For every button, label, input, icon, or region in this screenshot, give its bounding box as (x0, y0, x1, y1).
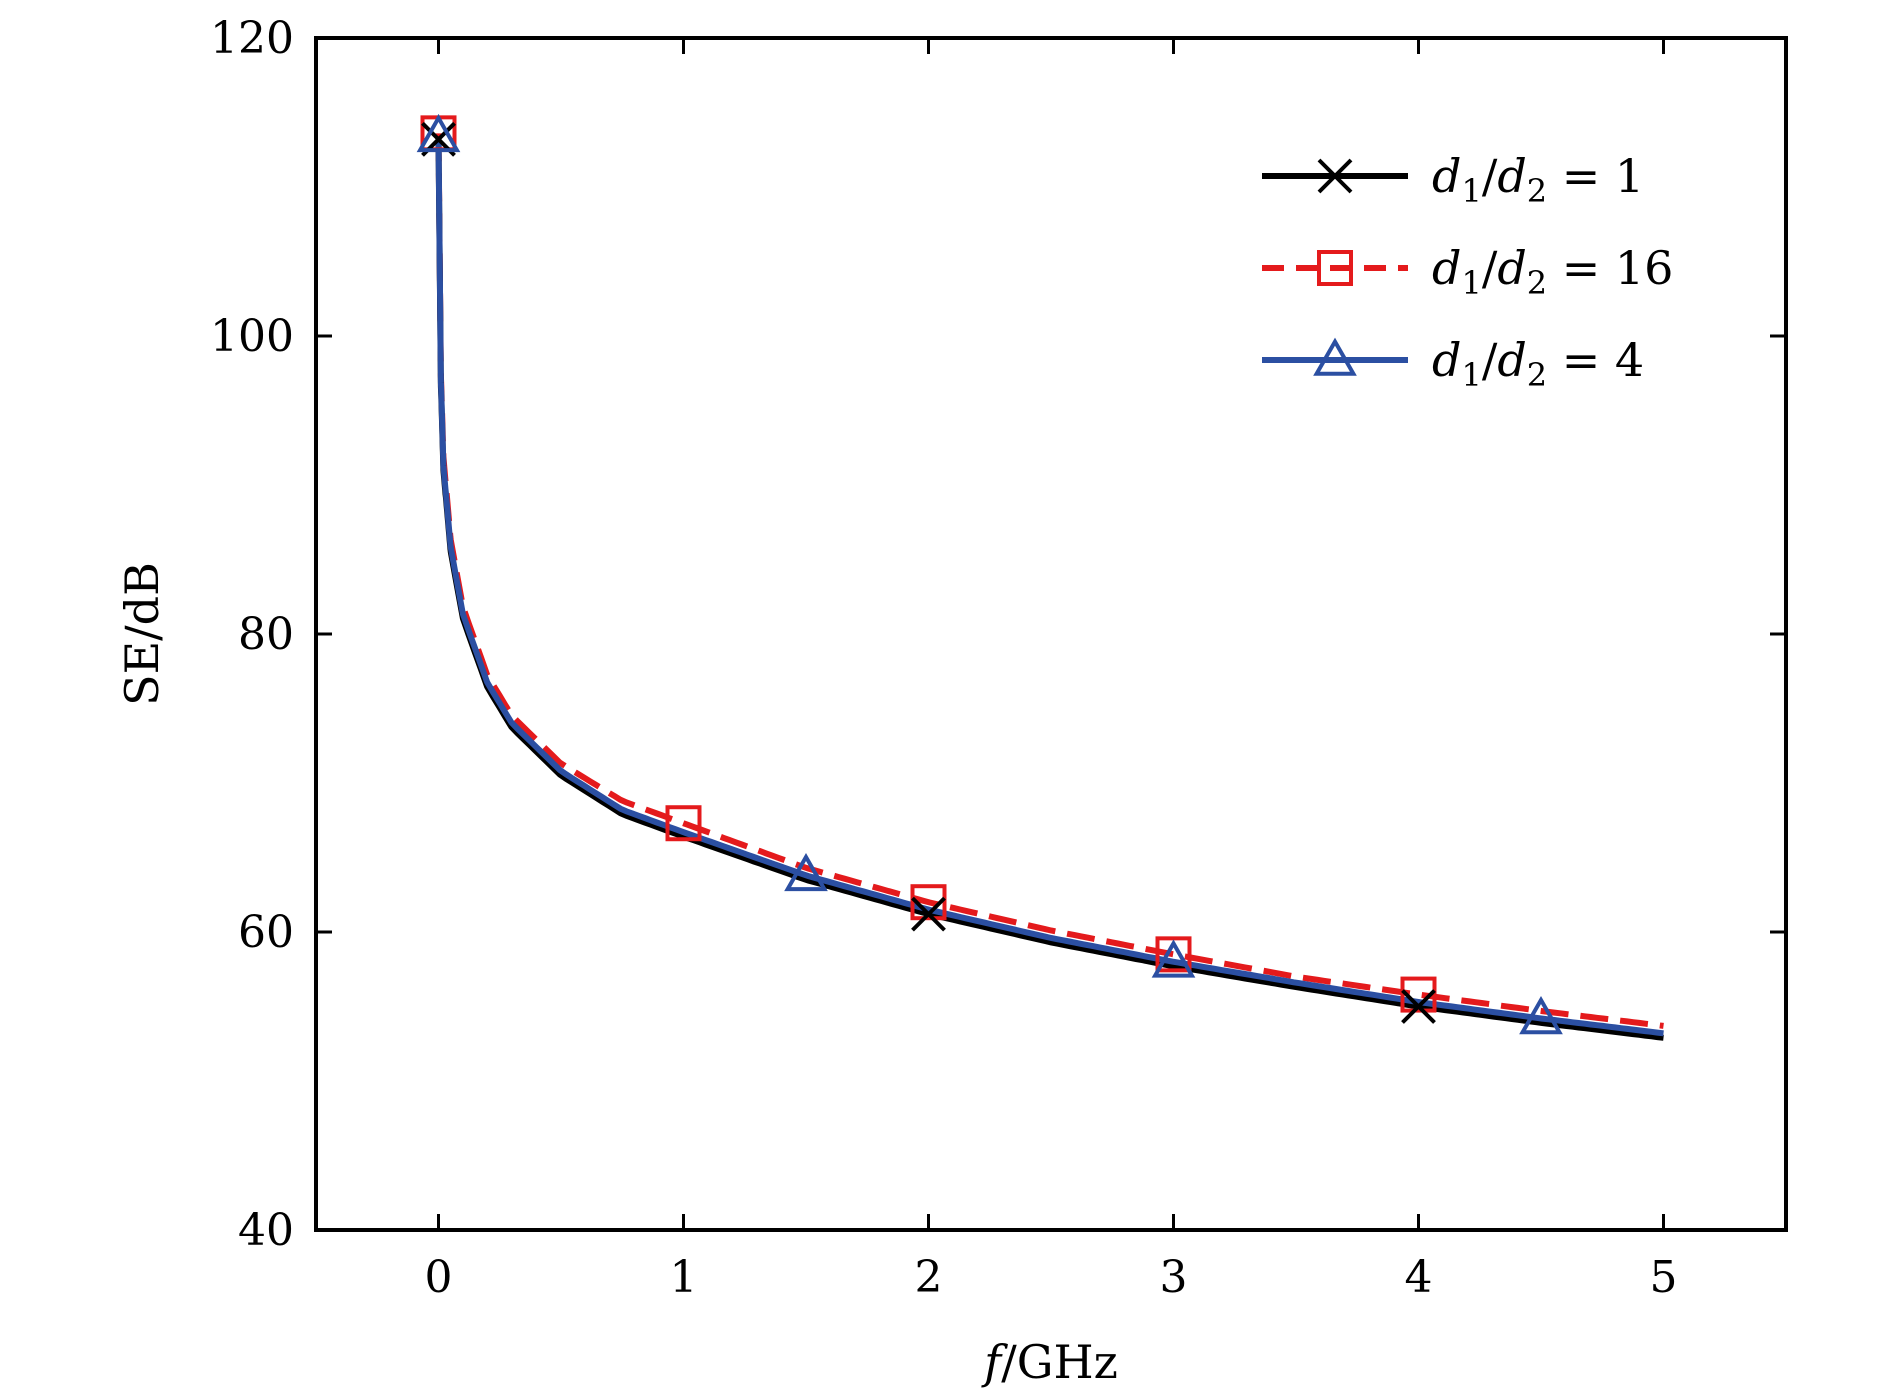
data-point-marker (1401, 989, 1436, 1024)
data-point-marker (911, 896, 946, 932)
y-tick-label: 120 (210, 13, 294, 64)
legend-label: d1/d2 = 1 (1432, 149, 1644, 210)
data-point-marker (1155, 936, 1192, 973)
legend-marker (1317, 158, 1353, 194)
legend-label: d1/d2 = 16 (1432, 241, 1673, 302)
x-tick-label: 3 (1160, 1252, 1188, 1303)
x-tick-label: 4 (1405, 1252, 1433, 1303)
y-axis-title: SE/dB (115, 562, 169, 706)
data-point-marker (910, 884, 947, 921)
y-tick-label: 40 (238, 1205, 294, 1256)
y-tick-label: 100 (210, 311, 294, 362)
data-point-marker (665, 805, 702, 842)
x-axis-title: f/GHz (981, 1335, 1118, 1389)
data-point-marker (1400, 976, 1437, 1013)
legend-marker (1317, 250, 1353, 286)
y-tick-label: 80 (238, 609, 294, 660)
x-tick-label: 5 (1650, 1252, 1678, 1303)
plot-area (416, 113, 1664, 1041)
legend-label: d1/d2 = 4 (1432, 333, 1644, 394)
data-point-marker (416, 113, 461, 153)
x-tick-label: 0 (425, 1252, 453, 1303)
data-point-marker (1519, 995, 1563, 1035)
data-point-marker (1151, 939, 1196, 978)
y-tick-label: 60 (238, 907, 294, 958)
axis-ticks: 0 1 2 3 4 5 40 60 80 100 120 (210, 13, 1786, 1303)
legend: d1/d2 = 1 d1/d2 = 16 d1/d2 = 4 (1262, 149, 1673, 394)
x-tick-label: 1 (670, 1252, 698, 1303)
x-tick-label: 2 (915, 1252, 943, 1303)
data-point-marker (784, 852, 828, 892)
legend-marker (1313, 337, 1357, 376)
